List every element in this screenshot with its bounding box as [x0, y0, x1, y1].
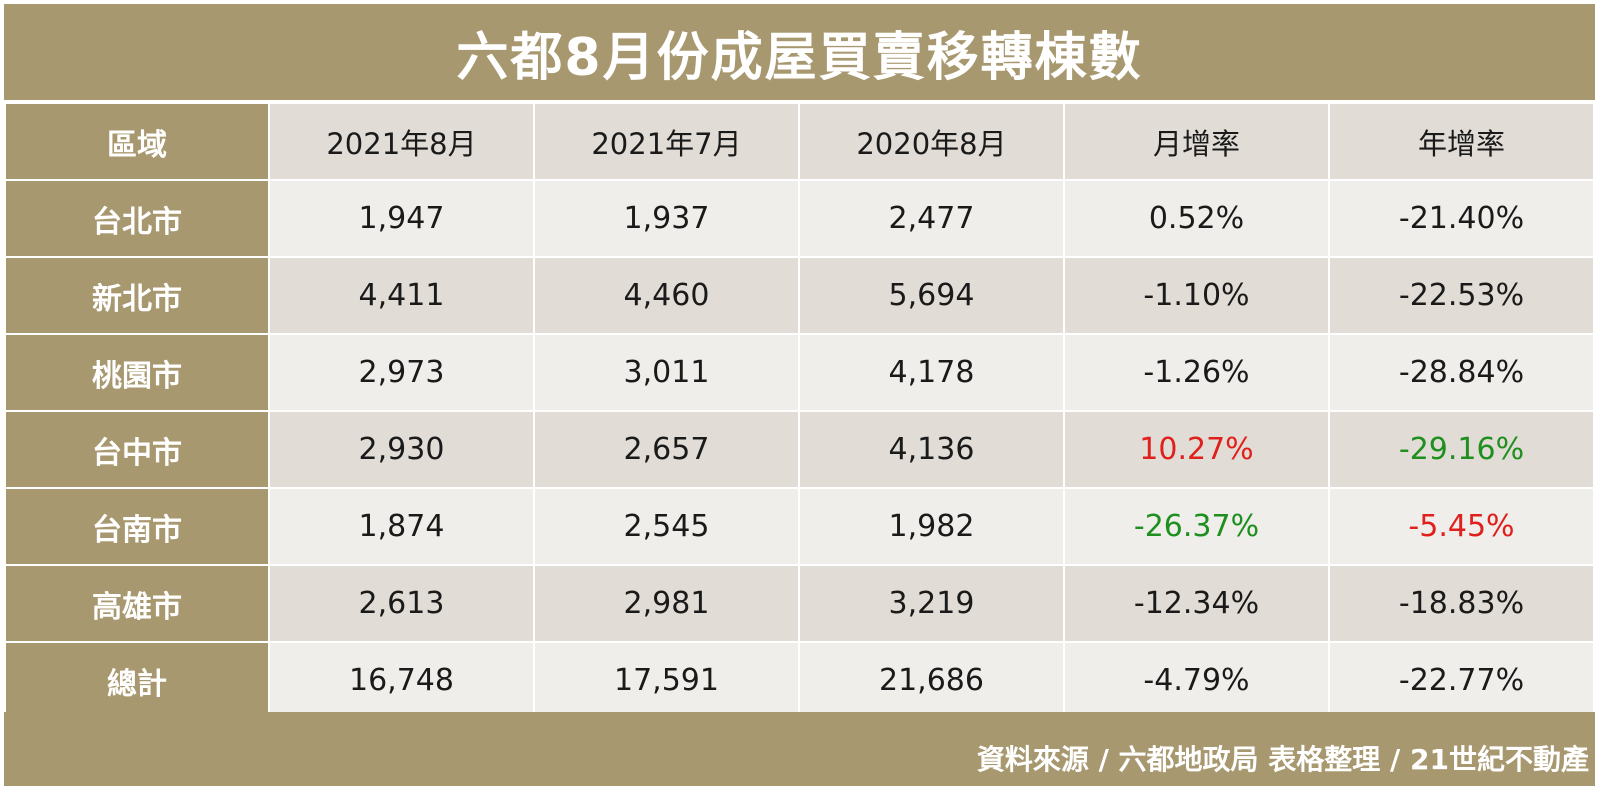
footer-bar: 資料來源 / 六都地政局 表格整理 / 21世紀不動產: [4, 712, 1595, 786]
table-cell: -22.53%: [1328, 256, 1595, 335]
table-cell: 1,947: [268, 179, 535, 258]
table-cell-highlight-green: -26.37%: [1063, 487, 1330, 566]
table-cell: -4.79%: [1063, 641, 1330, 720]
table-cell: 1,937: [533, 179, 800, 258]
table-row: 新北市 4,411 4,460 5,694 -1.10% -22.53%: [4, 256, 1595, 335]
table-cell-highlight-green: -29.16%: [1328, 410, 1595, 489]
column-header-monthly-growth: 月增率: [1063, 102, 1330, 181]
table-row: 桃園市 2,973 3,011 4,178 -1.26% -28.84%: [4, 333, 1595, 412]
table-cell: 21,686: [798, 641, 1065, 720]
region-cell: 新北市: [4, 256, 270, 335]
table-total-row: 總計 16,748 17,591 21,686 -4.79% -22.77%: [4, 641, 1595, 720]
table-cell: 2,981: [533, 564, 800, 643]
table-cell: 2,613: [268, 564, 535, 643]
total-label-cell: 總計: [4, 641, 270, 720]
table-cell: -28.84%: [1328, 333, 1595, 412]
table-cell: -18.83%: [1328, 564, 1595, 643]
table-cell: -21.40%: [1328, 179, 1595, 258]
table-row: 台北市 1,947 1,937 2,477 0.52% -21.40%: [4, 179, 1595, 258]
transfer-table: 區域 2021年8月 2021年7月 2020年8月 月增率 年增率 台北市 1…: [4, 102, 1595, 720]
table-cell: 16,748: [268, 641, 535, 720]
region-cell: 高雄市: [4, 564, 270, 643]
table-row: 高雄市 2,613 2,981 3,219 -12.34% -18.83%: [4, 564, 1595, 643]
table-cell: 2,477: [798, 179, 1065, 258]
table-cell: 3,011: [533, 333, 800, 412]
column-header-yearly-growth: 年增率: [1328, 102, 1595, 181]
table-cell: 17,591: [533, 641, 800, 720]
table-cell-highlight-red: -5.45%: [1328, 487, 1595, 566]
page-title: 六都8月份成屋買賣移轉棟數: [456, 27, 1143, 88]
table-row: 台中市 2,930 2,657 4,136 10.27% -29.16%: [4, 410, 1595, 489]
title-bar: 六都8月份成屋買賣移轉棟數: [4, 4, 1595, 100]
table-cell: 2,930: [268, 410, 535, 489]
column-header-jul-2021: 2021年7月: [533, 102, 800, 181]
table-cell: -1.26%: [1063, 333, 1330, 412]
region-cell: 台北市: [4, 179, 270, 258]
table-cell: 2,973: [268, 333, 535, 412]
column-header-aug-2021: 2021年8月: [268, 102, 535, 181]
table-cell: 4,178: [798, 333, 1065, 412]
table-cell: 1,982: [798, 487, 1065, 566]
table-cell: 2,545: [533, 487, 800, 566]
table-cell: 3,219: [798, 564, 1065, 643]
region-cell: 台中市: [4, 410, 270, 489]
region-cell: 桃園市: [4, 333, 270, 412]
region-cell: 台南市: [4, 487, 270, 566]
table-cell: 4,411: [268, 256, 535, 335]
table-cell: 2,657: [533, 410, 800, 489]
column-header-aug-2020: 2020年8月: [798, 102, 1065, 181]
table-row: 台南市 1,874 2,545 1,982 -26.37% -5.45%: [4, 487, 1595, 566]
table-cell: 4,136: [798, 410, 1065, 489]
table-cell: -12.34%: [1063, 564, 1330, 643]
region-column-header: 區域: [4, 102, 270, 181]
table-cell: -1.10%: [1063, 256, 1330, 335]
table-cell: -22.77%: [1328, 641, 1595, 720]
table-cell: 1,874: [268, 487, 535, 566]
table-cell: 0.52%: [1063, 179, 1330, 258]
table-header-row: 區域 2021年8月 2021年7月 2020年8月 月增率 年增率: [4, 102, 1595, 181]
table-cell: 5,694: [798, 256, 1065, 335]
table-cell-highlight-red: 10.27%: [1063, 410, 1330, 489]
table-cell: 4,460: [533, 256, 800, 335]
source-note: 資料來源 / 六都地政局 表格整理 / 21世紀不動產: [976, 743, 1589, 776]
